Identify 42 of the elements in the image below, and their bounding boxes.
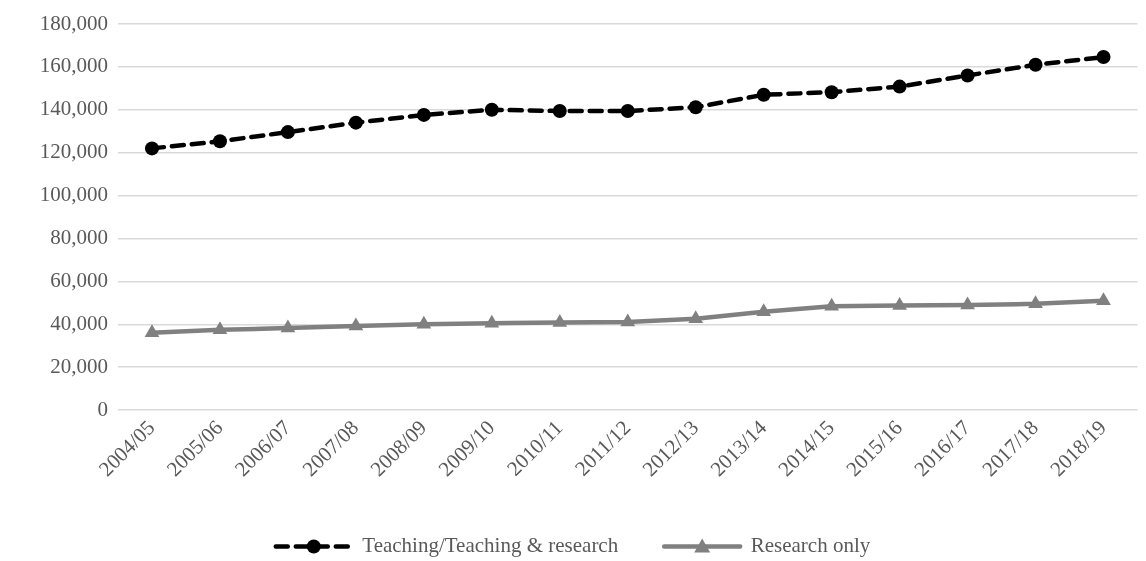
point: [892, 79, 907, 94]
point: [1096, 50, 1111, 65]
point: [484, 314, 500, 328]
y-tick-label: 160,000: [39, 53, 108, 78]
point: [756, 87, 771, 102]
point: [620, 104, 635, 119]
point: [212, 321, 228, 335]
y-tick-label: 40,000: [50, 310, 108, 335]
y-tick-label: 180,000: [39, 10, 108, 35]
point: [756, 303, 772, 317]
y-tick-label: 100,000: [39, 182, 108, 207]
point: [416, 107, 431, 122]
point: [960, 68, 975, 83]
point: [144, 141, 159, 156]
y-tick-label: 20,000: [50, 353, 108, 378]
legend-label: Research only: [750, 533, 871, 558]
point: [552, 314, 568, 327]
point: [212, 134, 227, 149]
y-tick-label: 80,000: [50, 224, 108, 249]
point: [892, 297, 907, 310]
point: [688, 310, 704, 323]
point: [280, 125, 295, 140]
y-tick-label: 120,000: [39, 139, 108, 164]
point: [1028, 295, 1043, 309]
point: [348, 317, 364, 331]
point: [1096, 292, 1111, 306]
point: [552, 104, 567, 119]
point: [1028, 57, 1043, 72]
point: [688, 100, 703, 115]
point: [348, 115, 363, 130]
point: [620, 313, 636, 327]
point: [144, 324, 160, 338]
y-tick-label: 0: [97, 396, 108, 421]
point: [280, 319, 296, 333]
point: [824, 85, 839, 100]
legend-label: Teaching/Teaching & research: [362, 533, 619, 558]
y-tick-label: 60,000: [50, 267, 108, 292]
y-tick-label: 140,000: [39, 96, 108, 121]
point: [824, 297, 840, 311]
point: [416, 315, 432, 329]
point: [960, 296, 975, 310]
point: [484, 102, 499, 117]
